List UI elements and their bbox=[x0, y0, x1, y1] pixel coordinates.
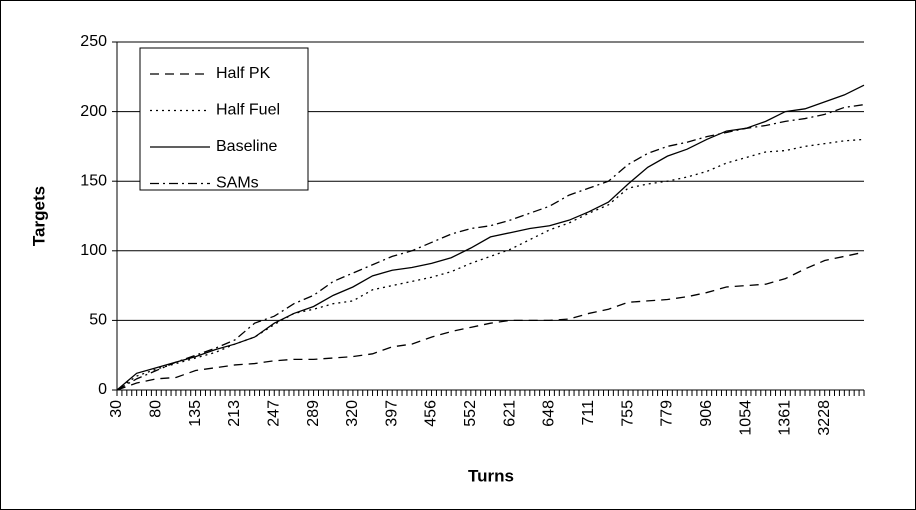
x-tick-label: 711 bbox=[580, 400, 597, 426]
y-tick-label: 0 bbox=[98, 381, 107, 398]
x-tick-label: 1054 bbox=[737, 400, 754, 436]
x-tick-label: 247 bbox=[265, 400, 282, 427]
y-axis-title: Targets bbox=[29, 186, 48, 246]
x-tick-label: 289 bbox=[305, 400, 322, 427]
x-tick-label: 30 bbox=[108, 400, 125, 418]
legend-label: SAMs bbox=[216, 175, 259, 192]
series-line bbox=[116, 84, 865, 391]
x-tick-label: 135 bbox=[187, 400, 204, 427]
legend-label: Baseline bbox=[216, 138, 277, 155]
x-tick-label: 1361 bbox=[777, 400, 794, 436]
x-tick-label: 80 bbox=[148, 400, 165, 418]
x-tick-label: 755 bbox=[619, 400, 636, 427]
legend-label: Half Fuel bbox=[216, 102, 280, 119]
x-tick-label: 456 bbox=[423, 400, 440, 427]
x-tick-label: 3228 bbox=[816, 400, 833, 436]
legend-label: Half PK bbox=[216, 65, 271, 82]
y-tick-label: 200 bbox=[80, 103, 107, 120]
legend-box bbox=[139, 47, 309, 191]
x-tick-label: 552 bbox=[462, 400, 479, 427]
y-tick-label: 150 bbox=[80, 172, 107, 189]
y-tick-label: 100 bbox=[80, 242, 107, 259]
series-line bbox=[116, 103, 865, 391]
y-tick-label: 250 bbox=[80, 33, 107, 50]
x-tick-label: 906 bbox=[698, 400, 715, 427]
x-tick-label: 213 bbox=[226, 400, 243, 427]
y-tick-label: 50 bbox=[89, 312, 107, 329]
x-tick-label: 621 bbox=[501, 400, 518, 427]
x-tick-label: 648 bbox=[541, 400, 558, 427]
x-tick-label: 779 bbox=[659, 400, 676, 427]
x-axis-title: Turns bbox=[468, 466, 514, 485]
x-tick-label: 320 bbox=[344, 400, 361, 427]
x-tick-label: 397 bbox=[383, 400, 400, 427]
series-line bbox=[116, 251, 865, 391]
